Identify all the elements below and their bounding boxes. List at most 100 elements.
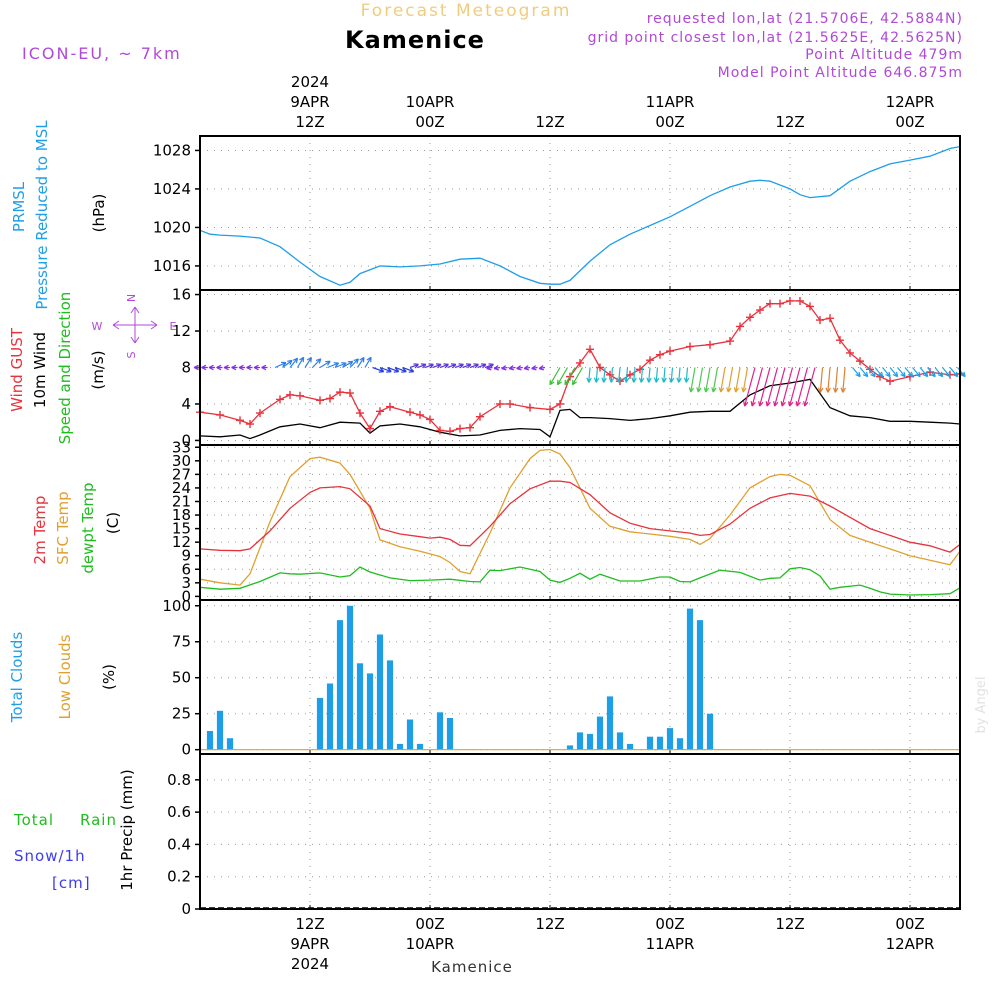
temperature-ytick-label: 15 — [172, 520, 191, 538]
precip-label-total: Total — [13, 811, 54, 829]
bottom-time-label: 12APR — [886, 935, 935, 953]
wind-gust-point — [436, 426, 444, 435]
clouds-ytick-label: 0 — [181, 741, 191, 759]
wind-unit: (m/s) — [89, 350, 107, 389]
top-time-axis: 2024 9APR 12Z 10APR 00Z 12Z 11APR 00Z 12Z 12APR 00… — [290, 73, 934, 131]
cloud-bar — [576, 732, 584, 750]
pressure-panel: 1016 1020 1024 1028 — [153, 136, 960, 290]
precip-panel: 0 0.2 0.4 0.6 0.8 — [167, 754, 960, 918]
wind-arrow-icon — [304, 356, 312, 368]
wind-arrow-icon — [501, 365, 508, 371]
cloud-bar — [396, 743, 404, 750]
footer-location: Kamenice — [431, 958, 513, 976]
bottom-time-label: 11APR — [646, 935, 695, 953]
wind-frame — [199, 289, 961, 446]
pressure-unit: (hPa) — [90, 194, 108, 233]
cloud-bar — [446, 718, 454, 750]
top-time-label: 00Z — [415, 113, 444, 131]
wind-arrow-icon — [261, 364, 268, 371]
wind-gust-point — [376, 407, 384, 416]
bottom-time-label: 12Z — [535, 915, 564, 933]
temperature-series-0 — [199, 480, 961, 553]
temperature-ytick-label: 12 — [172, 533, 191, 551]
bottom-time-label: 10APR — [406, 935, 455, 953]
pressure-frame — [199, 135, 961, 291]
wind-gust-point — [466, 423, 474, 432]
cloud-bar — [696, 620, 704, 750]
wind-arrow-icon — [668, 367, 675, 383]
wind-arrow-icon — [439, 363, 449, 369]
wind-arrow-icon — [447, 363, 457, 369]
wind-arrow-icon — [889, 367, 899, 378]
wind-gust-point — [456, 424, 464, 433]
wind-arrow-icon — [676, 367, 682, 383]
wind-gust-point — [726, 337, 734, 346]
wind-label-10m: 10m Wind — [31, 332, 49, 408]
wind-gust-point — [546, 405, 554, 414]
model-label: ICON-EU, ~ 7km — [22, 44, 182, 63]
wind-arrow-icon — [523, 365, 531, 371]
top-time-label: 12APR — [886, 93, 935, 111]
wind-series-0 — [196, 296, 964, 436]
wind-gust-point — [666, 347, 674, 356]
wind-arrow-icon — [327, 362, 340, 369]
top-time-label: 12Z — [775, 113, 804, 131]
wind-arrow-icon — [653, 367, 660, 383]
bottom-time-label: 00Z — [415, 915, 444, 933]
wind-arrow-icon — [817, 367, 824, 393]
precip-label-cm: [cm] — [52, 874, 91, 892]
temperature-series-1 — [199, 448, 961, 586]
wind-arrow-icon — [319, 360, 331, 369]
bottom-time-label: 00Z — [655, 915, 684, 933]
wind-arrow-icon — [402, 366, 415, 373]
wind-arrow-icon — [394, 366, 407, 373]
cloud-bar — [336, 620, 344, 750]
location-title: Kamenice — [345, 26, 485, 54]
wind-arrow-icon — [919, 367, 929, 378]
temp-unit: (C) — [104, 512, 122, 534]
wind-gust-point — [646, 356, 654, 365]
temperature-ytick-label: 33 — [172, 438, 191, 456]
wind-arrow-icon — [688, 367, 696, 393]
wind-arrow-icon — [477, 363, 487, 369]
cloud-bar — [216, 710, 224, 750]
wind-arrow-icon — [508, 365, 516, 371]
cloud-bar — [706, 713, 714, 750]
cloud-bar — [656, 736, 664, 750]
wind-arrow-icon — [296, 356, 305, 368]
wind-arrow-icon — [608, 367, 615, 383]
temperature-line-sfc-temp — [199, 448, 961, 586]
wind-gust-point — [416, 410, 424, 419]
precip-labels: Total Rain Snow/1h [cm] — [13, 811, 116, 892]
wind-arrow-icon — [516, 365, 523, 371]
wind-gust-point — [316, 396, 324, 405]
precip-frame — [199, 753, 961, 910]
cloud-bar — [676, 738, 684, 750]
wind-gust-point — [806, 302, 814, 311]
compass-west: W — [92, 320, 103, 333]
wind-arrow-icon — [832, 367, 839, 393]
panels: 1016102010241028048121603691215182124273… — [153, 135, 966, 918]
temperature-ytick-label: 0 — [181, 587, 191, 605]
pressure-label-msl: Pressure Reduced to MSL — [33, 120, 51, 310]
wind-arrow-icon — [432, 363, 442, 369]
wind-arrow-icon — [711, 367, 719, 393]
wind-gust-point — [256, 409, 264, 418]
wind-gust-point — [746, 313, 754, 322]
cloud-bar — [606, 696, 614, 750]
temperature-frame — [199, 444, 961, 601]
wind-gust-point — [216, 410, 224, 419]
temp-label-dewpt: dewpt Temp — [79, 482, 97, 573]
wind-arrow-icon — [661, 367, 667, 383]
clouds-ytick-label: 75 — [172, 633, 191, 651]
wind-gust-point — [286, 390, 294, 399]
cloud-bar — [566, 745, 574, 750]
wind-gust-point — [496, 399, 504, 408]
pressure-ytick-label: 1024 — [153, 180, 191, 198]
temperature-series-2 — [199, 566, 961, 596]
wind-arrow-icon — [469, 363, 479, 369]
clouds-label-low: Low Clouds — [56, 634, 74, 719]
temperature-ytick-label: 24 — [172, 479, 191, 497]
wind-gust-point — [766, 299, 774, 308]
